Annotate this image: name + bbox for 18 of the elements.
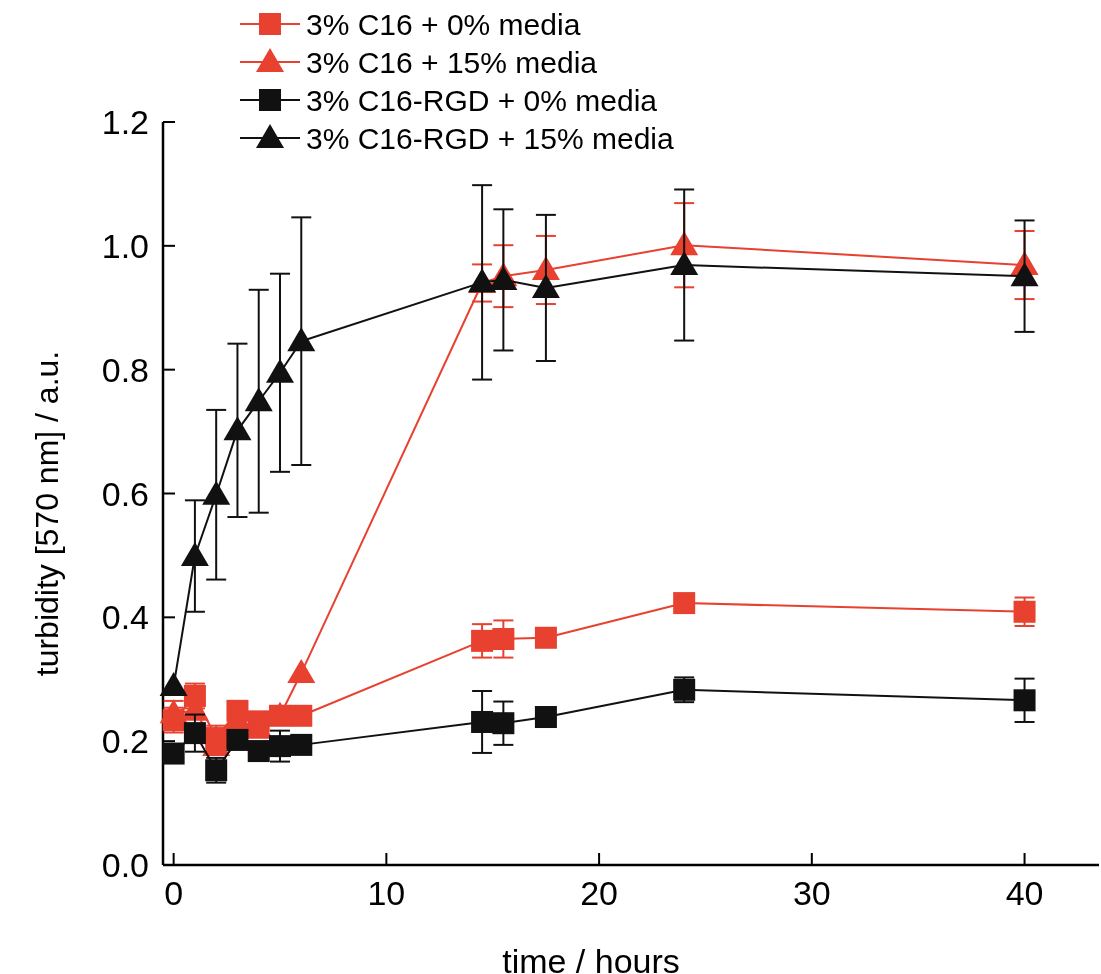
x-tick-label: 20 <box>580 874 618 912</box>
legend-label: 3% C16-RGD + 15% media <box>306 122 674 155</box>
x-tick-label: 0 <box>164 874 184 912</box>
x-tick-label: 40 <box>1005 874 1044 912</box>
y-axis-title: turbidity [570 nm] / a.u. <box>29 350 65 677</box>
legend-label: 3% C16-RGD + 0% media <box>306 84 658 117</box>
y-tick-label: 0.4 <box>101 598 149 637</box>
x-axis-title: time / hours <box>502 942 680 974</box>
x-tick-label: 10 <box>367 874 406 912</box>
y-tick-label: 0.8 <box>101 350 149 389</box>
y-tick-label: 0.0 <box>101 846 149 884</box>
legend-label: 3% C16 + 15% media <box>306 46 598 79</box>
y-tick-label: 1.0 <box>101 226 149 265</box>
x-tick-label: 30 <box>792 874 831 912</box>
y-tick-label: 1.2 <box>101 103 149 141</box>
y-tick-label: 0.2 <box>101 722 149 761</box>
legend-label: 3% C16 + 0% media <box>306 8 581 41</box>
y-tick-label: 0.6 <box>101 474 149 513</box>
